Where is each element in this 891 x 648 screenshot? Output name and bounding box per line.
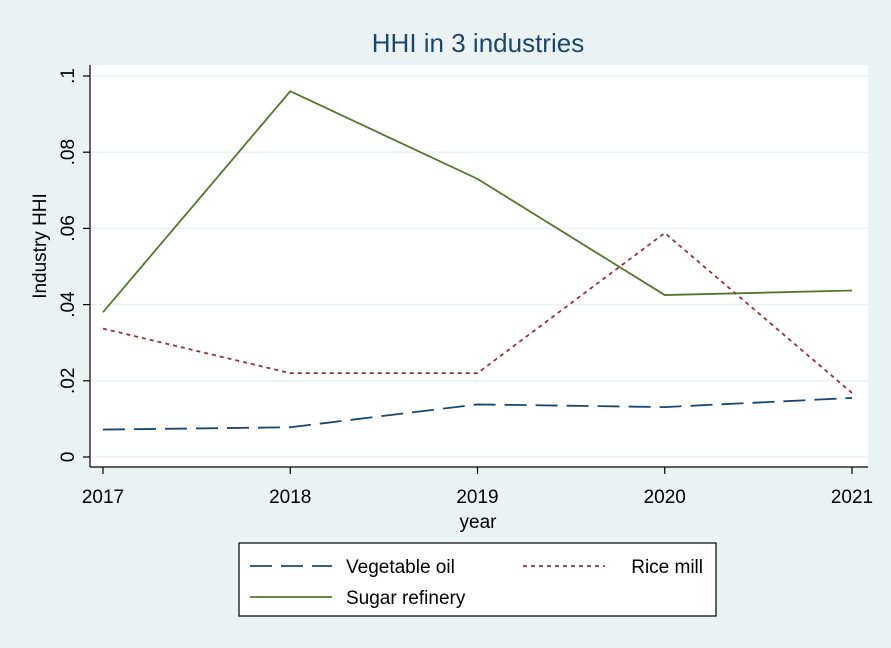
y-tick-label: .06 [58,215,79,241]
axes: 0 .02 .04 .06 .08 .1 2017 2018 2019 2020 2021 [58,65,873,508]
y-axis-label: Industry HHI [30,193,51,299]
legend-box [238,542,717,617]
grid-lines [90,75,868,458]
y-tick-label: .1 [58,68,79,84]
series-line-rice-mill [102,231,853,394]
x-tick-label: 2020 [644,487,686,508]
series-lines [102,90,853,431]
x-tick-label: 2019 [456,487,498,508]
y-tick-label: .04 [58,291,79,318]
y-tick-label: 0 [58,452,79,463]
legend-label: Rice mill [631,557,703,578]
chart-title: HHI in 3 industries [372,28,584,58]
y-tick-label: .08 [58,139,79,165]
x-tick-label: 2017 [82,487,124,508]
legend-label: Sugar refinery [346,588,466,609]
legend: Vegetable oil Rice mill Sugar refinery [238,542,717,617]
x-tick-label: 2018 [269,487,311,508]
x-axis-label: year [460,512,498,533]
legend-label: Vegetable oil [346,557,455,578]
series-line-sugar-refinery [102,90,853,313]
plot-area [90,65,868,467]
series-line-vegetable-oil [102,397,853,431]
y-tick-label: .02 [58,368,79,394]
x-tick-label: 2021 [831,487,873,508]
